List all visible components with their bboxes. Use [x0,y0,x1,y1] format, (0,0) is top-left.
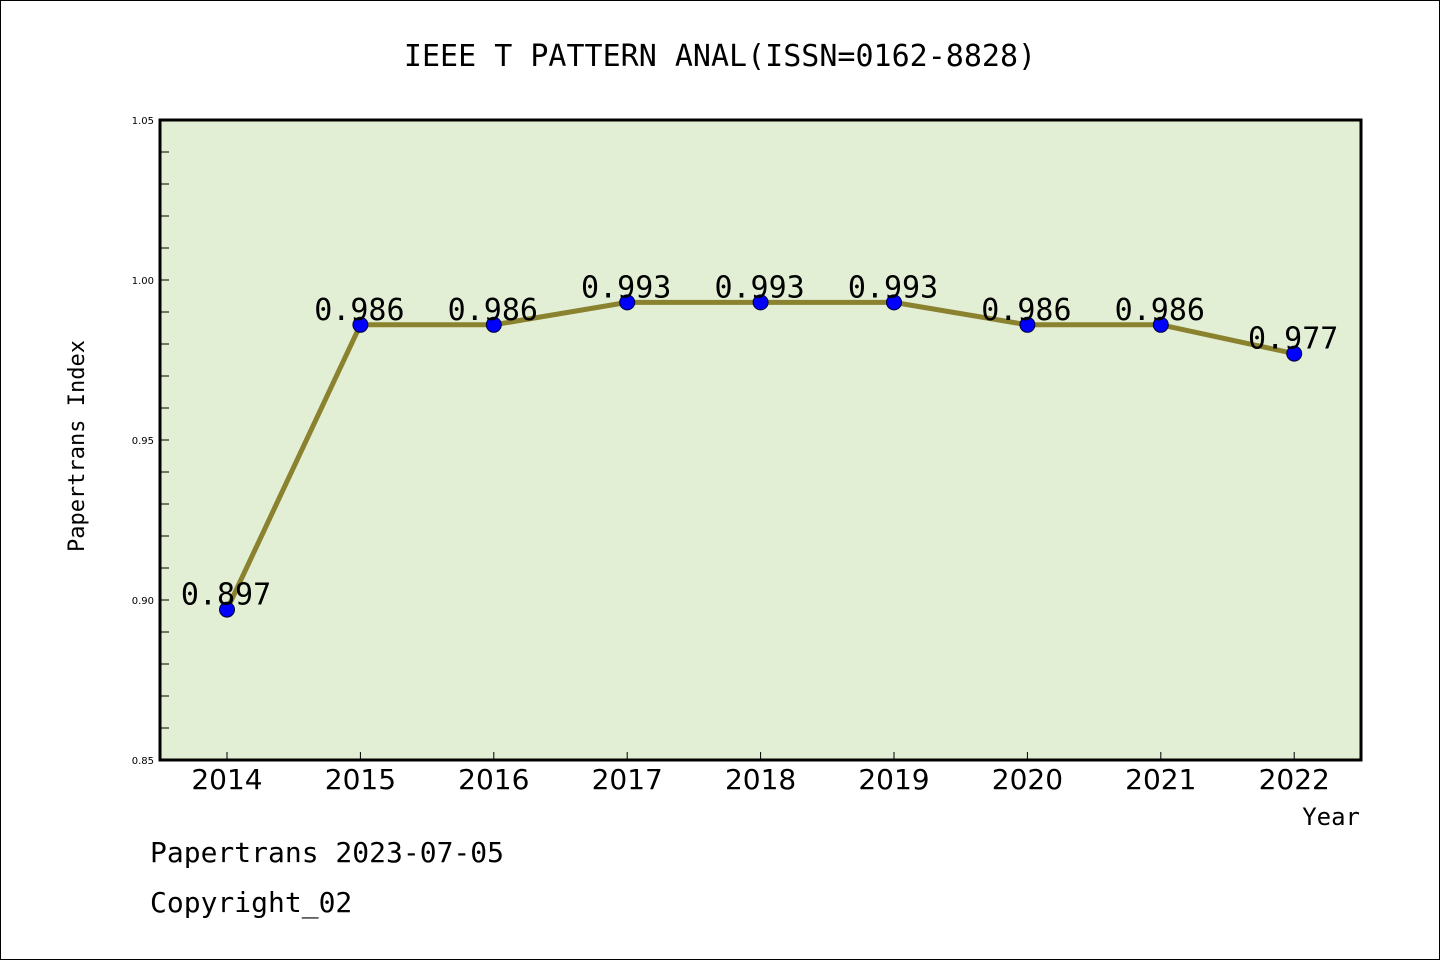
x-tick-label: 2017 [592,763,663,796]
data-label-2022: 0.977 [1248,322,1338,357]
data-point-2022 [1286,345,1303,362]
x-tick-label: 2018 [725,763,796,796]
data-point-2018 [752,294,769,311]
y-tick-label: 1.05 [132,116,154,127]
data-label-2018: 0.993 [714,270,804,305]
x-tick-label: 2016 [458,763,529,796]
plot-area [160,120,1361,760]
data-markers [219,294,1303,618]
plot-border [158,118,1363,762]
x-tick-labels: 2014 2015 2016 2017 2018 2019 2020 2021 2022 [191,763,1329,796]
data-point-2021 [1152,316,1169,333]
data-point-2014 [219,601,235,618]
data-label-2021: 0.986 [1115,293,1205,328]
y-tick-label: 0.85 [132,756,154,767]
y-tick-label: 0.90 [132,596,154,607]
y-tick-label: 0.95 [132,436,154,447]
footer-copyright: Copyright_02 [150,886,353,919]
x-axis-label: Year [1302,803,1360,831]
y-tick-label: 1.00 [132,276,154,287]
data-point-2016 [485,316,502,333]
y-tick-labels: 0.85 0.90 0.95 1.00 1.05 [132,116,154,767]
chart-title: IEEE T PATTERN ANAL(ISSN=0162-8828) [404,39,1036,74]
x-tick-label: 2019 [858,763,929,796]
data-label-2016: 0.986 [448,293,538,328]
x-tick-label: 2020 [992,763,1063,796]
data-label-2020: 0.986 [981,293,1071,328]
data-point-2017 [619,294,636,311]
x-tick-label: 2014 [191,763,262,796]
data-label-2015: 0.986 [314,293,404,328]
data-label-2019: 0.993 [848,270,938,305]
data-label-2017: 0.993 [581,270,671,305]
x-tick-label: 2021 [1125,763,1196,796]
footer-date: Papertrans 2023-07-05 [150,836,505,869]
data-point-2019 [886,294,902,311]
x-tick-label: 2015 [325,763,396,796]
data-point-2020 [1019,316,1036,333]
x-tick-label: 2022 [1259,763,1330,796]
data-point-2015 [352,316,369,333]
data-label-2014: 0.897 [181,578,271,613]
y-axis-label: Papertrans Index [65,340,90,552]
data-labels: 0.897 0.986 0.986 0.993 0.993 0.993 0.986 0.986… [181,270,1339,612]
